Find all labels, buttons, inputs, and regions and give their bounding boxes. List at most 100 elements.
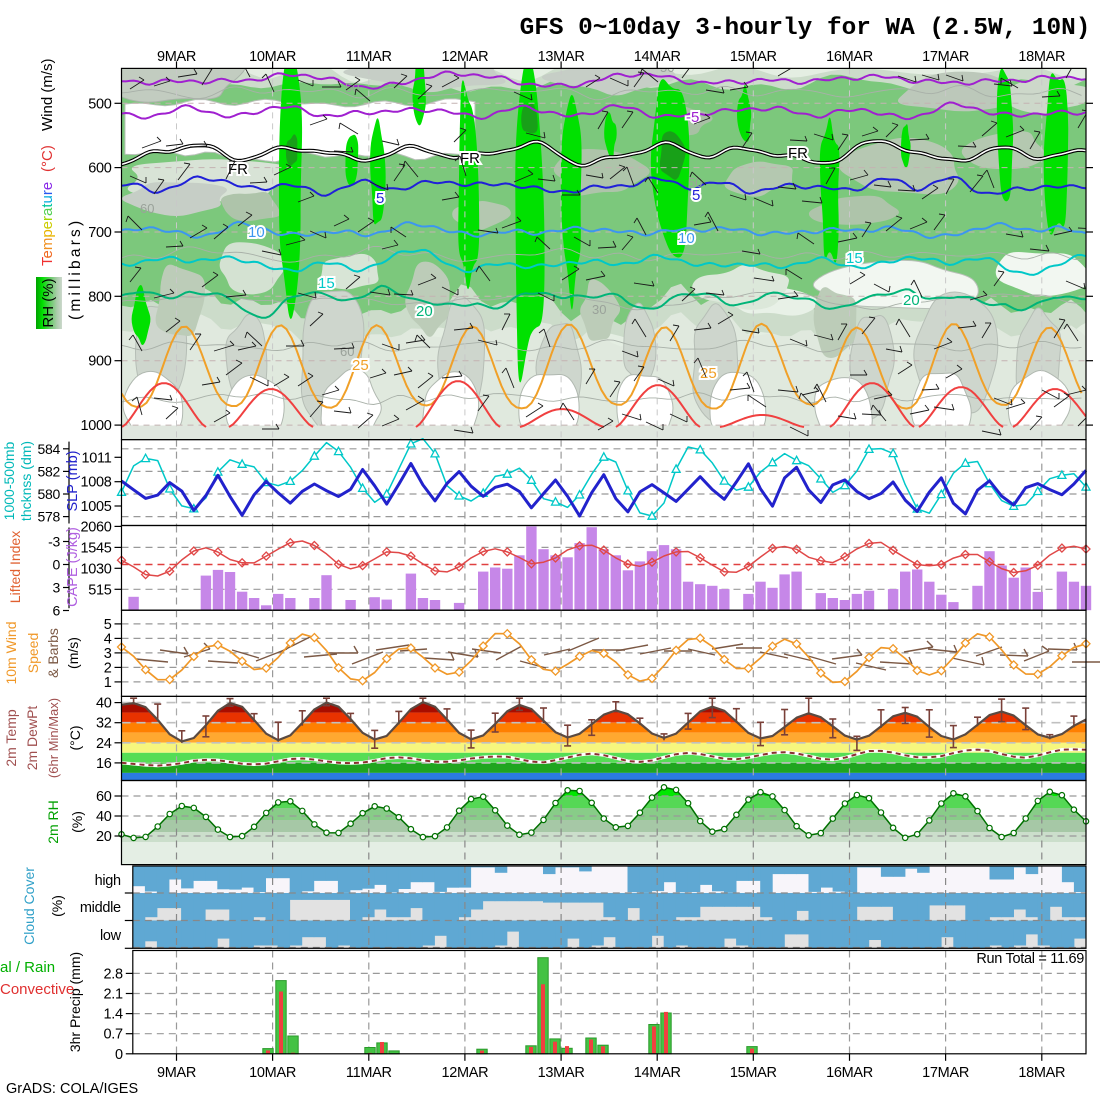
svg-text:17MAR: 17MAR	[922, 1065, 969, 1081]
svg-text:9MAR: 9MAR	[157, 1065, 196, 1081]
svg-text:1000: 1000	[80, 418, 111, 434]
svg-text:1011: 1011	[82, 450, 112, 466]
svg-text:12MAR: 12MAR	[441, 49, 488, 65]
svg-text:12MAR: 12MAR	[441, 1065, 488, 1081]
svg-text:4: 4	[104, 631, 112, 647]
svg-text:700: 700	[88, 225, 112, 241]
svg-text:(millibars): (millibars)	[67, 218, 84, 320]
svg-text:11MAR: 11MAR	[346, 49, 392, 65]
svg-text:582: 582	[38, 463, 61, 479]
svg-text:RH (%): RH (%)	[40, 278, 57, 327]
svg-text:40: 40	[96, 809, 112, 825]
svg-text:2m Temp: 2m Temp	[3, 709, 19, 767]
svg-text:(%): (%)	[49, 895, 65, 917]
svg-text:middle: middle	[80, 900, 121, 916]
svg-text:15: 15	[318, 275, 335, 292]
svg-text:0: 0	[53, 557, 61, 573]
svg-text:18MAR: 18MAR	[1018, 49, 1065, 65]
svg-text:2m RH: 2m RH	[45, 800, 61, 844]
svg-text:-3: -3	[48, 534, 60, 550]
svg-text:60: 60	[96, 789, 112, 805]
svg-text:11MAR: 11MAR	[346, 1065, 392, 1081]
svg-text:(°C): (°C)	[67, 725, 83, 750]
svg-text:15MAR: 15MAR	[730, 49, 777, 65]
svg-text:16: 16	[96, 756, 112, 772]
svg-text:16MAR: 16MAR	[826, 1065, 873, 1081]
svg-text:5: 5	[692, 187, 700, 204]
svg-text:60: 60	[140, 201, 154, 216]
svg-text:15: 15	[846, 250, 863, 267]
svg-text:Cloud Cover: Cloud Cover	[21, 867, 37, 945]
svg-text:FR: FR	[788, 145, 808, 162]
svg-text:2.1: 2.1	[104, 987, 123, 1003]
svg-text:3hr Precip (mm): 3hr Precip (mm)	[67, 952, 83, 1052]
svg-text:17MAR: 17MAR	[922, 49, 969, 65]
svg-text:20: 20	[903, 292, 920, 309]
svg-text:Convective: Convective	[0, 981, 74, 998]
svg-text:high: high	[95, 873, 121, 889]
svg-text:Lifted Index: Lifted Index	[7, 531, 23, 603]
svg-text:20: 20	[96, 829, 112, 845]
svg-text:32: 32	[96, 716, 112, 732]
svg-text:GFS 0~10day 3-hourly for WA (2: GFS 0~10day 3-hourly for WA (2.5W, 10N)	[520, 15, 1091, 42]
svg-text:10MAR: 10MAR	[249, 1065, 296, 1081]
svg-text:-5: -5	[686, 109, 699, 126]
svg-text:0: 0	[115, 1047, 123, 1063]
svg-text:2.8: 2.8	[104, 966, 123, 982]
svg-text:1.4: 1.4	[104, 1007, 123, 1023]
svg-text:10: 10	[678, 230, 695, 247]
svg-text:3: 3	[53, 580, 61, 596]
svg-text:25: 25	[352, 357, 369, 374]
svg-text:Temperature: Temperature	[39, 182, 56, 266]
svg-text:515: 515	[88, 582, 112, 598]
svg-text:9MAR: 9MAR	[157, 49, 196, 65]
svg-text:FR: FR	[460, 150, 480, 167]
svg-text:1545: 1545	[80, 540, 111, 556]
svg-text:low: low	[100, 928, 122, 944]
svg-text:(6hr Min/Max): (6hr Min/Max)	[46, 698, 61, 778]
svg-text:60: 60	[340, 344, 354, 359]
svg-text:1: 1	[104, 675, 112, 691]
svg-text:5: 5	[104, 617, 112, 633]
svg-text:(°C): (°C)	[39, 145, 56, 172]
svg-text:CAPE (J/kg): CAPE (J/kg)	[65, 527, 81, 607]
svg-text:14MAR: 14MAR	[634, 1065, 681, 1081]
svg-text:15MAR: 15MAR	[730, 1065, 777, 1081]
svg-text:800: 800	[88, 289, 112, 305]
svg-text:600: 600	[88, 161, 112, 177]
svg-text:900: 900	[88, 354, 112, 370]
svg-text:10MAR: 10MAR	[249, 49, 296, 65]
svg-text:Total / Rain: Total / Rain	[0, 959, 55, 976]
svg-text:1030: 1030	[80, 561, 111, 577]
svg-text:SLP (mb): SLP (mb)	[65, 451, 81, 512]
svg-text:2: 2	[104, 660, 112, 676]
svg-text:584: 584	[38, 441, 61, 457]
svg-text:25: 25	[700, 365, 717, 382]
svg-text:thcknss (dm): thcknss (dm)	[18, 441, 34, 521]
svg-text:& Barbs: & Barbs	[45, 628, 61, 678]
svg-text:13MAR: 13MAR	[538, 1065, 585, 1081]
svg-text:50: 50	[660, 60, 674, 75]
svg-text:500: 500	[88, 96, 112, 112]
svg-text:20: 20	[416, 303, 433, 320]
svg-text:Run Total = 11.69: Run Total = 11.69	[976, 951, 1084, 967]
svg-text:Speed: Speed	[25, 633, 41, 673]
svg-text:50: 50	[688, 175, 702, 190]
svg-text:580: 580	[38, 486, 61, 502]
svg-text:2m DewPt: 2m DewPt	[24, 706, 40, 771]
svg-text:1000-500mb: 1000-500mb	[1, 441, 17, 520]
svg-text:16MAR: 16MAR	[826, 49, 873, 65]
svg-text:6: 6	[53, 603, 61, 619]
svg-text:1005: 1005	[80, 499, 111, 515]
svg-text:10m Wind: 10m Wind	[3, 621, 19, 684]
svg-text:Wind (m/s): Wind (m/s)	[39, 59, 56, 132]
svg-text:2060: 2060	[80, 519, 111, 535]
svg-text:40: 40	[96, 696, 112, 712]
svg-text:18MAR: 18MAR	[1018, 1065, 1065, 1081]
svg-text:578: 578	[38, 509, 61, 525]
svg-text:(m/s): (m/s)	[65, 637, 81, 669]
svg-text:GrADS: COLA/IGES: GrADS: COLA/IGES	[6, 1081, 138, 1097]
svg-text:1008: 1008	[80, 475, 111, 491]
svg-text:(%): (%)	[69, 811, 85, 833]
svg-text:3: 3	[104, 646, 112, 662]
